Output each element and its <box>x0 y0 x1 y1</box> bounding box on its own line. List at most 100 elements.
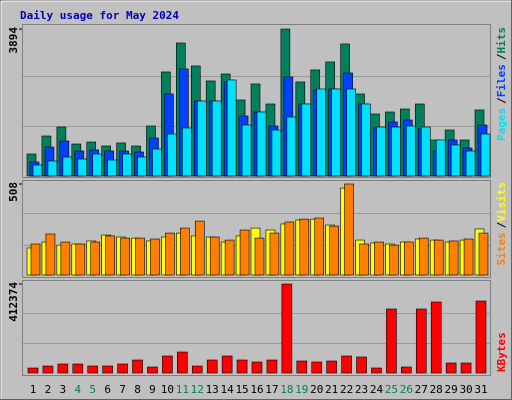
bar <box>209 236 220 276</box>
x-tick-label: 18 <box>280 383 293 396</box>
bar <box>445 362 457 374</box>
bar <box>401 366 412 374</box>
bar <box>60 241 71 276</box>
bar <box>75 243 86 276</box>
bar <box>389 244 399 276</box>
x-tick-label: 29 <box>445 383 458 396</box>
bar <box>281 283 293 374</box>
bar <box>150 238 160 276</box>
bar <box>386 308 397 374</box>
x-tick-label: 28 <box>430 383 443 396</box>
x-tick-label: 21 <box>325 383 338 396</box>
bar <box>359 243 369 276</box>
legend-entry: Visits <box>495 182 508 222</box>
x-tick-label: 5 <box>89 383 96 396</box>
x-tick-label: 11 <box>176 383 189 396</box>
x-tick-label: 25 <box>385 383 398 396</box>
bar <box>117 363 128 374</box>
bar <box>120 237 130 276</box>
x-tick-label: 4 <box>74 383 81 396</box>
bar <box>329 225 339 276</box>
x-tick-label: 16 <box>250 383 263 396</box>
x-tick-label: 10 <box>161 383 174 396</box>
bar <box>77 158 88 177</box>
bar <box>418 237 429 276</box>
bar <box>356 356 367 374</box>
x-tick-label: 30 <box>459 383 472 396</box>
bar <box>206 359 218 374</box>
bar <box>376 126 386 177</box>
y-tick-label: 508 <box>7 182 20 202</box>
bar <box>435 139 446 177</box>
bar <box>296 360 308 374</box>
bar <box>371 367 382 374</box>
bar <box>316 88 327 177</box>
bar <box>147 366 158 374</box>
bar <box>271 129 282 177</box>
legend-entry: Sites <box>495 232 508 265</box>
bar <box>224 239 235 276</box>
bar <box>87 365 99 374</box>
bar <box>90 241 101 276</box>
bar <box>314 217 325 276</box>
bar <box>194 220 205 276</box>
bar <box>480 133 491 177</box>
x-tick-label: 19 <box>295 383 308 396</box>
bar <box>132 359 143 374</box>
bar <box>341 355 352 374</box>
bar <box>226 79 237 177</box>
bar <box>32 164 43 177</box>
bar <box>236 359 248 374</box>
x-tick-label: 3 <box>60 383 67 396</box>
bar <box>284 221 295 276</box>
bar <box>254 237 265 276</box>
bar <box>463 238 474 276</box>
bar <box>180 227 190 276</box>
bar <box>62 156 73 177</box>
bar <box>299 218 310 276</box>
bar <box>92 153 103 177</box>
x-tick-label: 7 <box>119 383 126 396</box>
legend-entry: Files <box>495 64 508 97</box>
legend-separator: / <box>495 221 508 228</box>
bar <box>122 153 132 177</box>
bar <box>182 127 192 177</box>
bar <box>221 355 233 374</box>
x-tick-label: 8 <box>134 383 141 396</box>
bar <box>266 359 278 374</box>
bar <box>102 365 113 374</box>
x-tick-label: 2 <box>45 383 52 396</box>
bar <box>433 239 444 276</box>
bar <box>478 232 489 276</box>
bar <box>30 243 41 276</box>
x-tick-label: 1 <box>30 383 37 396</box>
bar <box>391 126 401 177</box>
bar <box>269 232 280 276</box>
bar <box>177 351 188 374</box>
x-tick-label: 12 <box>191 383 204 396</box>
bar <box>27 367 39 374</box>
legend-entry: Pages <box>495 108 508 141</box>
x-tick-label: 13 <box>206 383 219 396</box>
bar <box>326 360 337 374</box>
legend: Sites /Visits <box>495 182 508 266</box>
bar <box>475 300 487 374</box>
x-tick-label: 20 <box>310 383 323 396</box>
bar <box>311 361 323 374</box>
legend-separator: / <box>495 97 508 104</box>
bar <box>162 355 173 374</box>
legend: KBytes <box>495 332 508 372</box>
x-tick-label: 27 <box>415 383 428 396</box>
bar <box>406 125 416 177</box>
bar <box>239 229 250 276</box>
bar <box>374 241 384 276</box>
x-tick-label: 23 <box>355 383 368 396</box>
bar <box>105 235 115 276</box>
panel <box>22 280 491 376</box>
bar <box>465 150 476 177</box>
bar <box>47 160 58 177</box>
bar <box>135 237 145 276</box>
bar <box>72 363 84 374</box>
bar <box>137 156 147 177</box>
